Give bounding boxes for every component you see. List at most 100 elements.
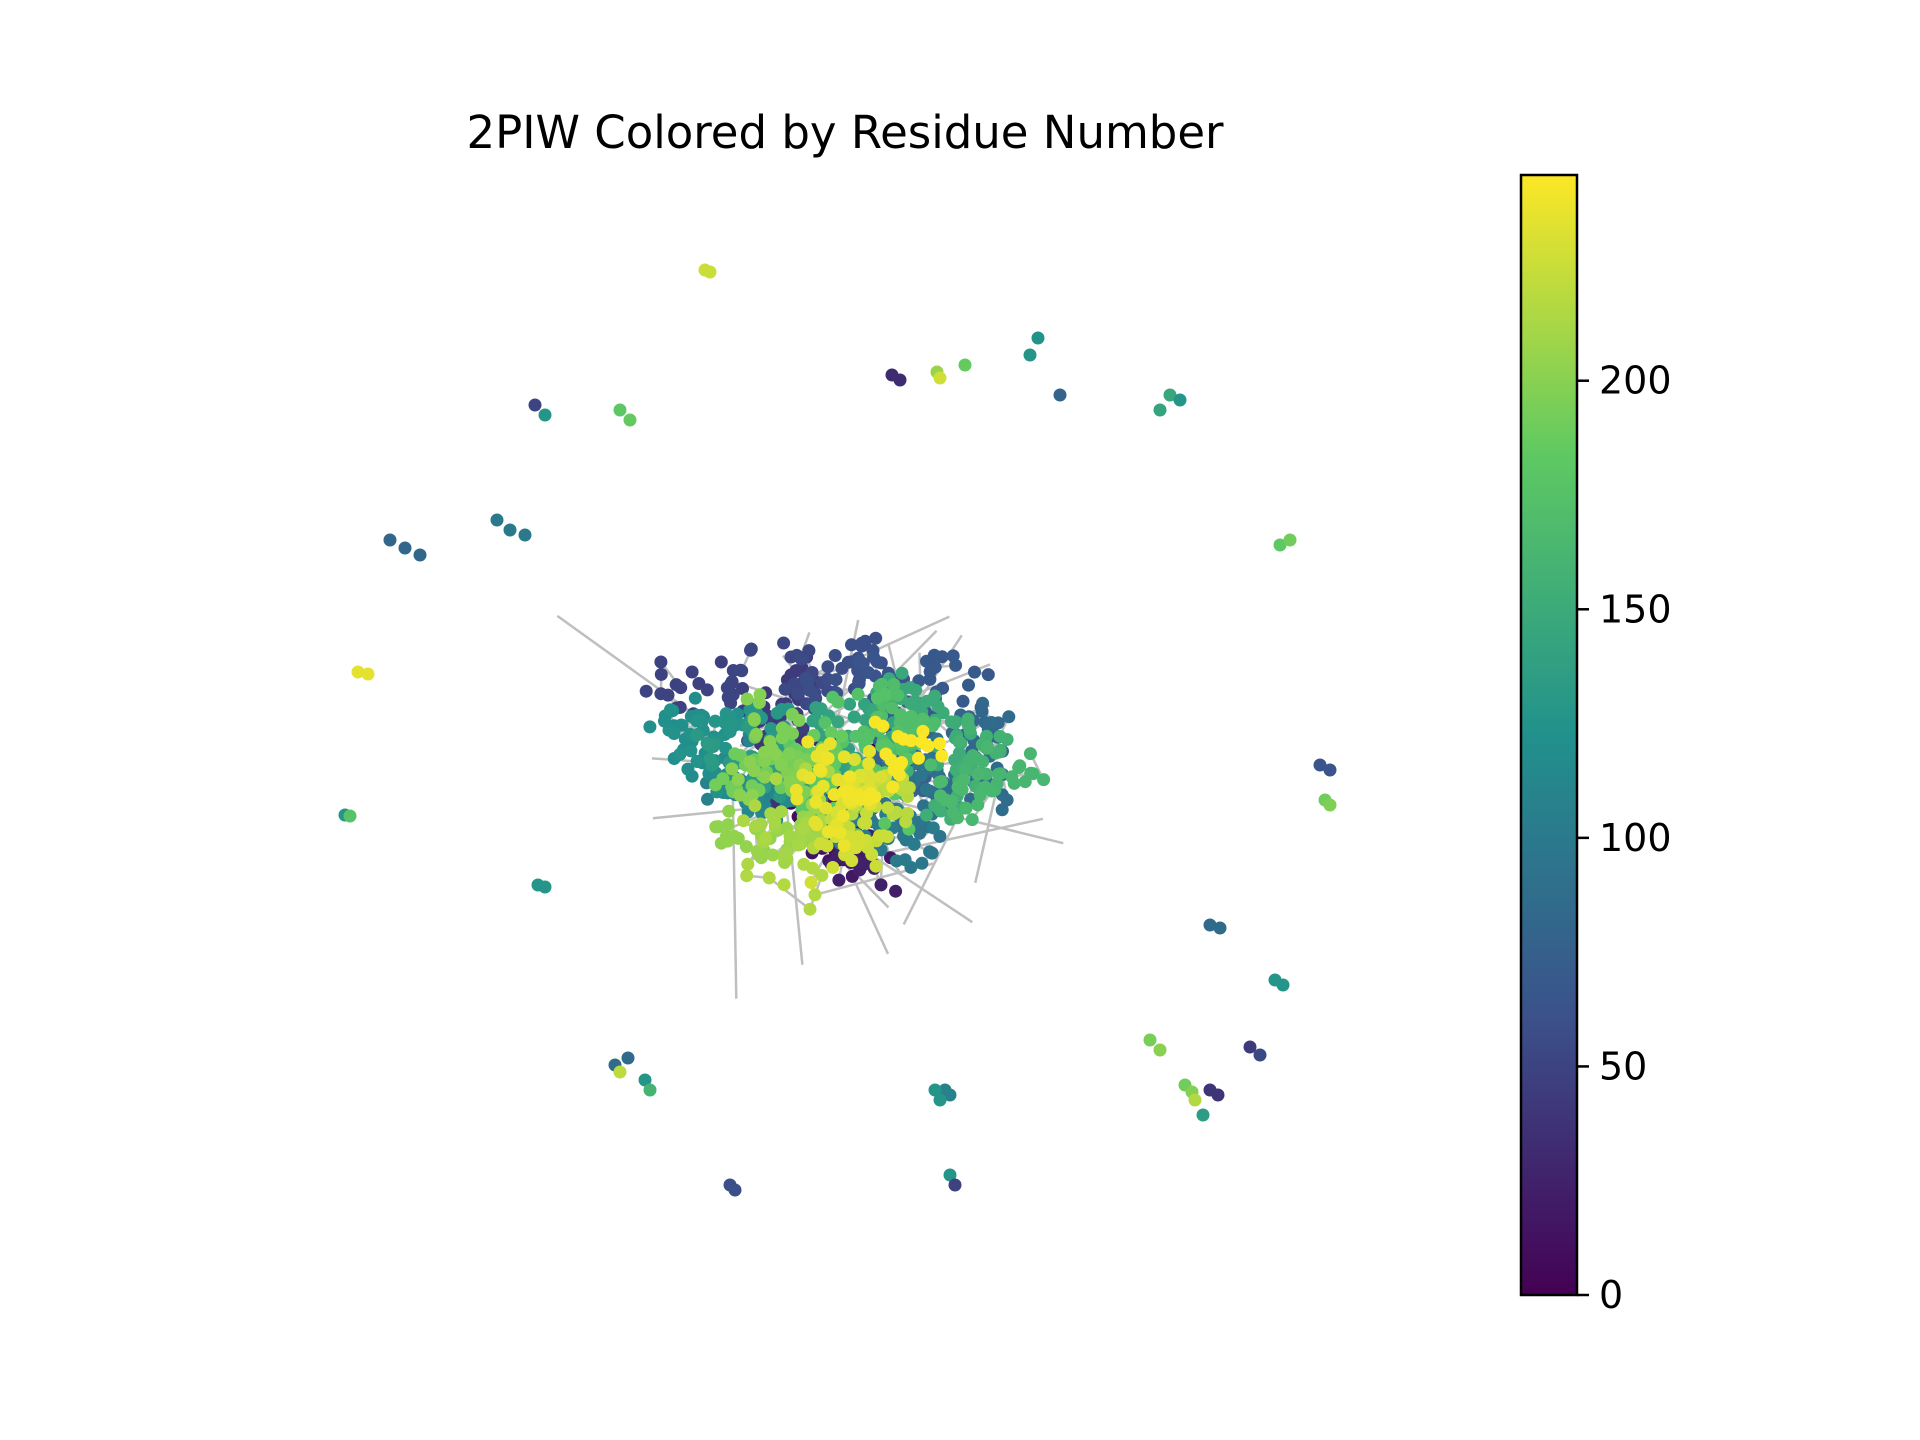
network-node	[681, 762, 695, 776]
network-node	[816, 779, 830, 793]
network-node	[933, 1093, 947, 1107]
network-node	[971, 767, 985, 781]
network-node	[819, 801, 833, 815]
network-node	[926, 719, 940, 733]
network-node	[623, 413, 637, 427]
network-node	[1012, 761, 1026, 775]
network-node	[701, 738, 715, 752]
network-plot	[338, 263, 1337, 1197]
network-node	[758, 770, 772, 784]
network-node	[828, 649, 842, 662]
network-node	[856, 656, 870, 670]
network-node	[685, 665, 699, 679]
network-node	[762, 871, 776, 885]
network-node	[744, 643, 757, 657]
network-node	[1203, 918, 1217, 932]
network-node	[763, 735, 777, 749]
network-node	[803, 684, 817, 697]
network-node	[774, 805, 788, 819]
network-node	[862, 757, 876, 771]
network-node	[914, 769, 928, 783]
network-node	[845, 638, 858, 652]
colorbar-tick-label: 0	[1599, 1273, 1623, 1317]
network-node	[724, 677, 738, 691]
network-node	[912, 751, 925, 765]
network-node	[855, 636, 869, 650]
network-node	[962, 678, 975, 692]
network-node	[664, 703, 677, 717]
network-node	[915, 856, 929, 870]
network-node	[726, 688, 740, 702]
network-node	[863, 744, 876, 758]
network-node	[703, 265, 717, 279]
network-node	[935, 749, 949, 763]
network-node	[849, 729, 863, 743]
network-node	[1323, 798, 1337, 812]
network-node	[975, 705, 989, 718]
network-node	[808, 815, 822, 829]
network-node	[801, 735, 815, 749]
network-node	[808, 888, 822, 902]
network-node	[758, 745, 771, 759]
network-node	[709, 820, 723, 834]
network-node	[933, 737, 947, 751]
network-node	[826, 861, 840, 874]
network-node	[1143, 1033, 1157, 1047]
network-node	[870, 655, 884, 669]
network-node	[733, 748, 747, 762]
network-node	[528, 398, 542, 412]
network-node	[1253, 1048, 1267, 1062]
network-node	[848, 753, 861, 766]
network-node	[739, 840, 753, 854]
network-node	[887, 678, 901, 691]
network-node	[749, 819, 763, 833]
network-node	[740, 692, 754, 706]
network-node	[716, 772, 730, 786]
network-node	[1273, 538, 1287, 552]
network-node	[895, 666, 909, 680]
network-node	[843, 770, 857, 784]
network-node	[806, 828, 820, 842]
network-node	[913, 826, 927, 840]
network-node	[654, 655, 668, 669]
network-node	[924, 758, 938, 772]
network-node	[740, 869, 754, 883]
network-node	[721, 818, 735, 832]
network-node	[1196, 1108, 1210, 1122]
network-node	[774, 758, 788, 772]
network-node	[835, 729, 849, 743]
network-node	[936, 706, 950, 720]
network-node	[889, 884, 903, 898]
network-node	[735, 664, 749, 678]
network-node	[831, 695, 845, 709]
network-node	[1283, 533, 1297, 547]
network-node	[879, 747, 893, 761]
network-node	[981, 740, 995, 754]
network-node	[764, 722, 778, 735]
network-node	[993, 729, 1007, 743]
network-node	[759, 831, 773, 845]
network-node	[1153, 1043, 1167, 1057]
chart-title: 2PIW Colored by Residue Number	[466, 106, 1224, 159]
network-node	[943, 1168, 957, 1182]
network-node	[968, 665, 981, 679]
network-node	[747, 764, 761, 778]
network-node	[949, 658, 963, 672]
network-node	[503, 523, 517, 537]
network-node	[766, 848, 780, 862]
network-node	[1211, 1088, 1225, 1102]
network-node	[981, 668, 995, 682]
network-node	[690, 728, 704, 742]
network-node	[719, 707, 733, 721]
network-node	[779, 846, 793, 860]
network-node	[985, 716, 998, 729]
network-node	[926, 821, 940, 835]
network-node	[837, 785, 851, 799]
network-node	[809, 701, 823, 715]
network-node	[873, 829, 886, 843]
network-node	[1323, 763, 1337, 777]
network-node	[909, 683, 923, 697]
network-node	[946, 805, 960, 819]
network-node	[413, 548, 427, 562]
network-node	[789, 783, 803, 797]
